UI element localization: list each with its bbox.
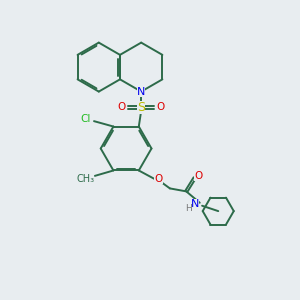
Text: O: O [157,102,165,112]
Text: Cl: Cl [80,114,91,124]
Text: N: N [190,199,199,208]
Text: O: O [194,171,202,181]
Text: O: O [117,102,126,112]
Text: N: N [137,87,146,97]
Text: CH₃: CH₃ [76,174,94,184]
Text: S: S [137,100,145,114]
Text: O: O [154,174,163,184]
Text: H: H [185,204,192,213]
